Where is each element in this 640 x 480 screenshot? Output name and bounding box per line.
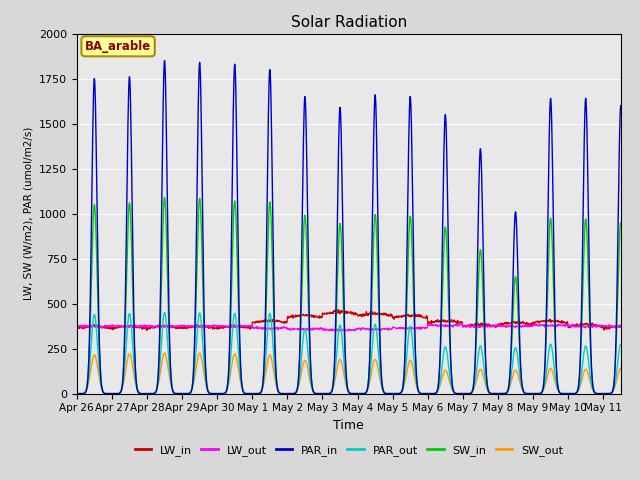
LW_in	[333, 309, 340, 314]
SW_out	[161, 350, 168, 356]
PAR_out	[634, 391, 640, 396]
SW_out	[343, 385, 351, 391]
Line: SW_in: SW_in	[77, 197, 638, 394]
SW_in	[333, 313, 340, 319]
SW_in	[490, 391, 498, 396]
Legend: LW_in, LW_out, PAR_in, PAR_out, SW_in, SW_out: LW_in, LW_out, PAR_in, PAR_out, SW_in, S…	[130, 440, 568, 460]
LW_out	[332, 326, 340, 332]
LW_in	[634, 325, 640, 331]
LW_in	[344, 311, 351, 316]
PAR_out	[343, 384, 351, 390]
PAR_in	[161, 61, 169, 67]
PAR_out	[490, 391, 498, 396]
SW_in	[73, 391, 81, 396]
LW_in	[628, 324, 636, 330]
X-axis label: Time: Time	[333, 419, 364, 432]
SW_out	[490, 391, 498, 396]
Text: BA_arable: BA_arable	[85, 40, 151, 53]
LW_out	[73, 323, 81, 329]
LW_out	[161, 323, 168, 329]
Line: LW_out: LW_out	[77, 324, 638, 331]
SW_out	[627, 390, 635, 396]
Y-axis label: LW, SW (W/m2), PAR (umol/m2/s): LW, SW (W/m2), PAR (umol/m2/s)	[24, 127, 33, 300]
SW_in	[627, 390, 635, 396]
PAR_in	[161, 58, 168, 63]
PAR_in	[343, 382, 351, 388]
PAR_in	[490, 391, 498, 396]
Line: PAR_in: PAR_in	[77, 60, 638, 394]
Line: LW_in: LW_in	[77, 310, 638, 330]
SW_in	[634, 391, 640, 396]
LW_out	[458, 321, 466, 326]
SW_out	[333, 370, 340, 376]
SW_out	[161, 350, 169, 356]
SW_out	[572, 390, 580, 396]
SW_in	[572, 390, 580, 396]
LW_in	[161, 324, 169, 329]
PAR_out	[333, 355, 340, 360]
Line: PAR_out: PAR_out	[77, 312, 638, 394]
PAR_in	[333, 282, 340, 288]
PAR_in	[634, 391, 640, 396]
SW_out	[73, 391, 81, 396]
LW_out	[634, 323, 640, 329]
LW_out	[573, 324, 580, 330]
Title: Solar Radiation: Solar Radiation	[291, 15, 407, 30]
LW_out	[336, 328, 344, 334]
LW_out	[490, 324, 498, 330]
LW_in	[334, 307, 342, 312]
LW_in	[143, 327, 151, 333]
Line: SW_out: SW_out	[77, 353, 638, 394]
SW_out	[634, 391, 640, 396]
PAR_out	[627, 390, 635, 396]
LW_out	[628, 323, 636, 329]
PAR_in	[73, 391, 81, 396]
LW_in	[73, 324, 81, 330]
LW_in	[490, 324, 498, 329]
PAR_out	[73, 391, 81, 396]
PAR_out	[572, 390, 580, 396]
PAR_out	[161, 310, 168, 315]
LW_in	[573, 321, 580, 327]
SW_in	[343, 381, 351, 386]
SW_in	[161, 196, 169, 202]
PAR_in	[627, 391, 635, 396]
SW_in	[161, 194, 168, 200]
PAR_in	[572, 390, 580, 396]
PAR_out	[161, 310, 169, 316]
LW_out	[343, 327, 351, 333]
